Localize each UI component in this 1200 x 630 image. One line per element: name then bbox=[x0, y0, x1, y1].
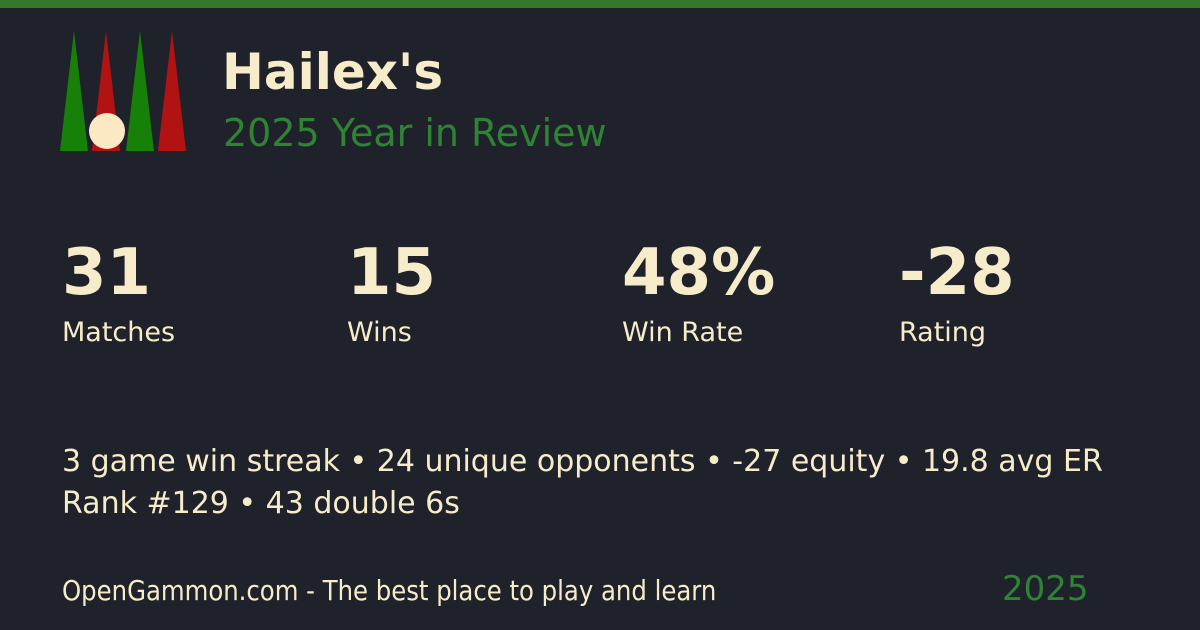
logo-point-green-2 bbox=[126, 31, 154, 151]
stat-label: Wins bbox=[347, 317, 412, 348]
backgammon-points-icon bbox=[58, 30, 186, 152]
stat-wins: 15 Wins bbox=[347, 241, 436, 346]
stat-value: 15 bbox=[347, 236, 437, 310]
stat-label: Win Rate bbox=[622, 317, 744, 348]
stat-win-rate: 48% Win Rate bbox=[622, 241, 775, 346]
highlights-block: 3 game win streak • 24 unique opponents … bbox=[62, 441, 1103, 525]
stat-label: Matches bbox=[62, 317, 176, 348]
logo-point-red-2 bbox=[158, 31, 186, 151]
footer-year: 2025 bbox=[1002, 569, 1089, 609]
site-tagline: OpenGammon.com - The best place to play … bbox=[62, 574, 717, 607]
page-subtitle: 2025 Year in Review bbox=[223, 111, 607, 155]
stat-rating: -28 Rating bbox=[899, 241, 1015, 346]
logo-point-green-1 bbox=[60, 31, 88, 151]
stat-value: 31 bbox=[62, 236, 152, 310]
checker-piece bbox=[89, 113, 125, 149]
stat-value: 48% bbox=[622, 236, 776, 310]
stat-value: -28 bbox=[899, 236, 1015, 310]
stat-label: Rating bbox=[899, 317, 987, 348]
page-title: Hailex's bbox=[222, 43, 444, 101]
highlights-line-1: 3 game win streak • 24 unique opponents … bbox=[62, 444, 1103, 479]
highlights-line-2: Rank #129 • 43 double 6s bbox=[62, 486, 460, 521]
stat-matches: 31 Matches bbox=[62, 241, 175, 346]
top-accent-bar bbox=[0, 0, 1200, 8]
